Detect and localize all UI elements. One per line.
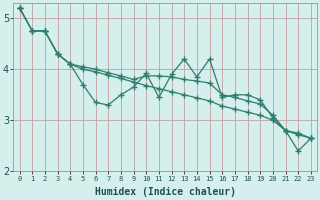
X-axis label: Humidex (Indice chaleur): Humidex (Indice chaleur) [95,187,236,197]
